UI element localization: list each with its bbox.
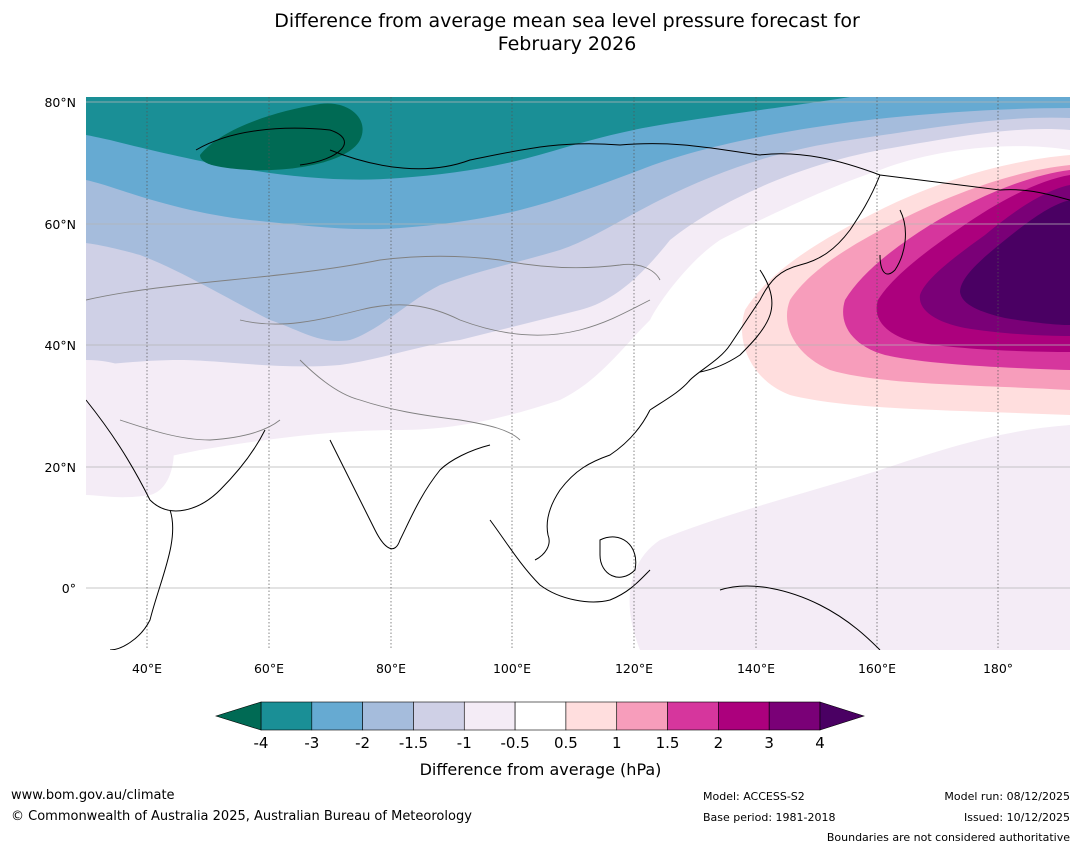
colorbar-over-arrow xyxy=(819,701,865,731)
lon-label-40e: 40°E xyxy=(131,661,163,676)
colorbar-tick-label: 2 xyxy=(714,734,724,752)
colorbar-segment-6 xyxy=(565,701,618,731)
colorbar-tick-label: 1.5 xyxy=(656,734,680,752)
country-borders xyxy=(86,255,661,441)
title-line-2: February 2026 xyxy=(497,33,637,55)
colorbar-segment-4 xyxy=(463,701,516,731)
colorbar-tick-label: 1 xyxy=(612,734,622,752)
coastline-southeast-asia xyxy=(489,519,651,603)
lat-label-20n: 20°N xyxy=(44,460,76,475)
colorbar-tick-label: -1 xyxy=(457,734,472,752)
lon-label-120e: 120°E xyxy=(614,661,653,676)
footer-issued: Issued: 10/12/2025 xyxy=(963,811,1070,824)
lat-label-40n: 40°N xyxy=(44,338,76,353)
footer-model-run: Model run: 08/12/2025 xyxy=(944,790,1070,803)
colorbar-tick-label: 4 xyxy=(815,734,825,752)
map-field xyxy=(86,97,1070,650)
colorbar-segment-7 xyxy=(616,701,668,731)
coastlines xyxy=(86,127,1070,650)
anomaly-band-pos-4 xyxy=(960,200,1070,325)
footer-disclaimer: Boundaries are not considered authoritat… xyxy=(826,831,1070,844)
lon-label-60e: 60°E xyxy=(253,661,285,676)
coastline-arctic-europe xyxy=(195,127,1070,201)
title-line-1: Difference from average mean sea level p… xyxy=(274,10,860,32)
coastline-borneo-newguinea xyxy=(599,536,881,650)
coastline-kamchatka xyxy=(879,209,906,275)
footer-url[interactable]: www.bom.gov.au/climate xyxy=(11,788,175,803)
lon-label-180: 180° xyxy=(982,661,1014,676)
colorbar-tick-label: -1.5 xyxy=(399,734,428,752)
colorbar-segment-5 xyxy=(514,701,567,731)
lon-label-140e: 140°E xyxy=(736,661,775,676)
pressure-anomaly-map xyxy=(86,97,1070,650)
colorbar-segment-8 xyxy=(667,701,719,731)
colorbar-tick-labels: -4 -3 -2 -1.5 -1 -0.5 0.5 1 1.5 2 3 4 xyxy=(254,734,825,752)
anomaly-band-pos-south xyxy=(629,425,1070,650)
colorbar-segment-10 xyxy=(768,701,821,731)
lon-label-80e: 80°E xyxy=(375,661,407,676)
colorbar-segment-9 xyxy=(718,701,770,731)
footer-model: Model: ACCESS-S2 xyxy=(703,790,805,803)
colorbar-tick-label: -4 xyxy=(254,734,269,752)
coastline-pacific-russia xyxy=(649,174,881,411)
colorbar-tick-label: -0.5 xyxy=(500,734,529,752)
colorbar-segment-2 xyxy=(362,701,414,731)
coastline-arabia xyxy=(86,399,266,650)
colorbar-segments xyxy=(260,701,821,731)
lat-label-80n: 80°N xyxy=(44,95,76,110)
colorbar-under-arrow xyxy=(214,701,262,731)
colorbar-tick-label: 3 xyxy=(764,734,774,752)
colorbar: -4 -3 -2 -1.5 -1 -0.5 0.5 1 1.5 2 3 4 xyxy=(214,701,865,752)
footer-copyright: © Commonwealth of Australia 2025, Austra… xyxy=(11,809,472,824)
lat-label-0: 0° xyxy=(61,581,76,596)
colorbar-segment-0 xyxy=(260,701,313,731)
coastline-japan xyxy=(699,269,773,373)
colorbar-title: Difference from average (hPa) xyxy=(419,760,662,779)
footer-base-period: Base period: 1981-2018 xyxy=(703,811,836,824)
coastline-china-south xyxy=(534,409,651,561)
anomaly-band-neg-4 xyxy=(200,103,363,171)
lat-label-60n: 60°N xyxy=(44,217,76,232)
colorbar-segment-3 xyxy=(413,701,465,731)
anomaly-band-pos-africa xyxy=(86,360,174,498)
colorbar-tick-label: 0.5 xyxy=(554,734,578,752)
latitude-gridlines xyxy=(86,101,1070,589)
colorbar-segment-1 xyxy=(311,701,363,731)
colorbar-tick-label: -3 xyxy=(304,734,319,752)
longitude-gridlines xyxy=(146,97,999,650)
colorbar-tick-label: -2 xyxy=(355,734,370,752)
lon-label-160e: 160°E xyxy=(857,661,896,676)
coastline-india xyxy=(329,439,491,550)
lon-label-100e: 100°E xyxy=(492,661,531,676)
map-title: Difference from average mean sea level p… xyxy=(0,10,1081,56)
